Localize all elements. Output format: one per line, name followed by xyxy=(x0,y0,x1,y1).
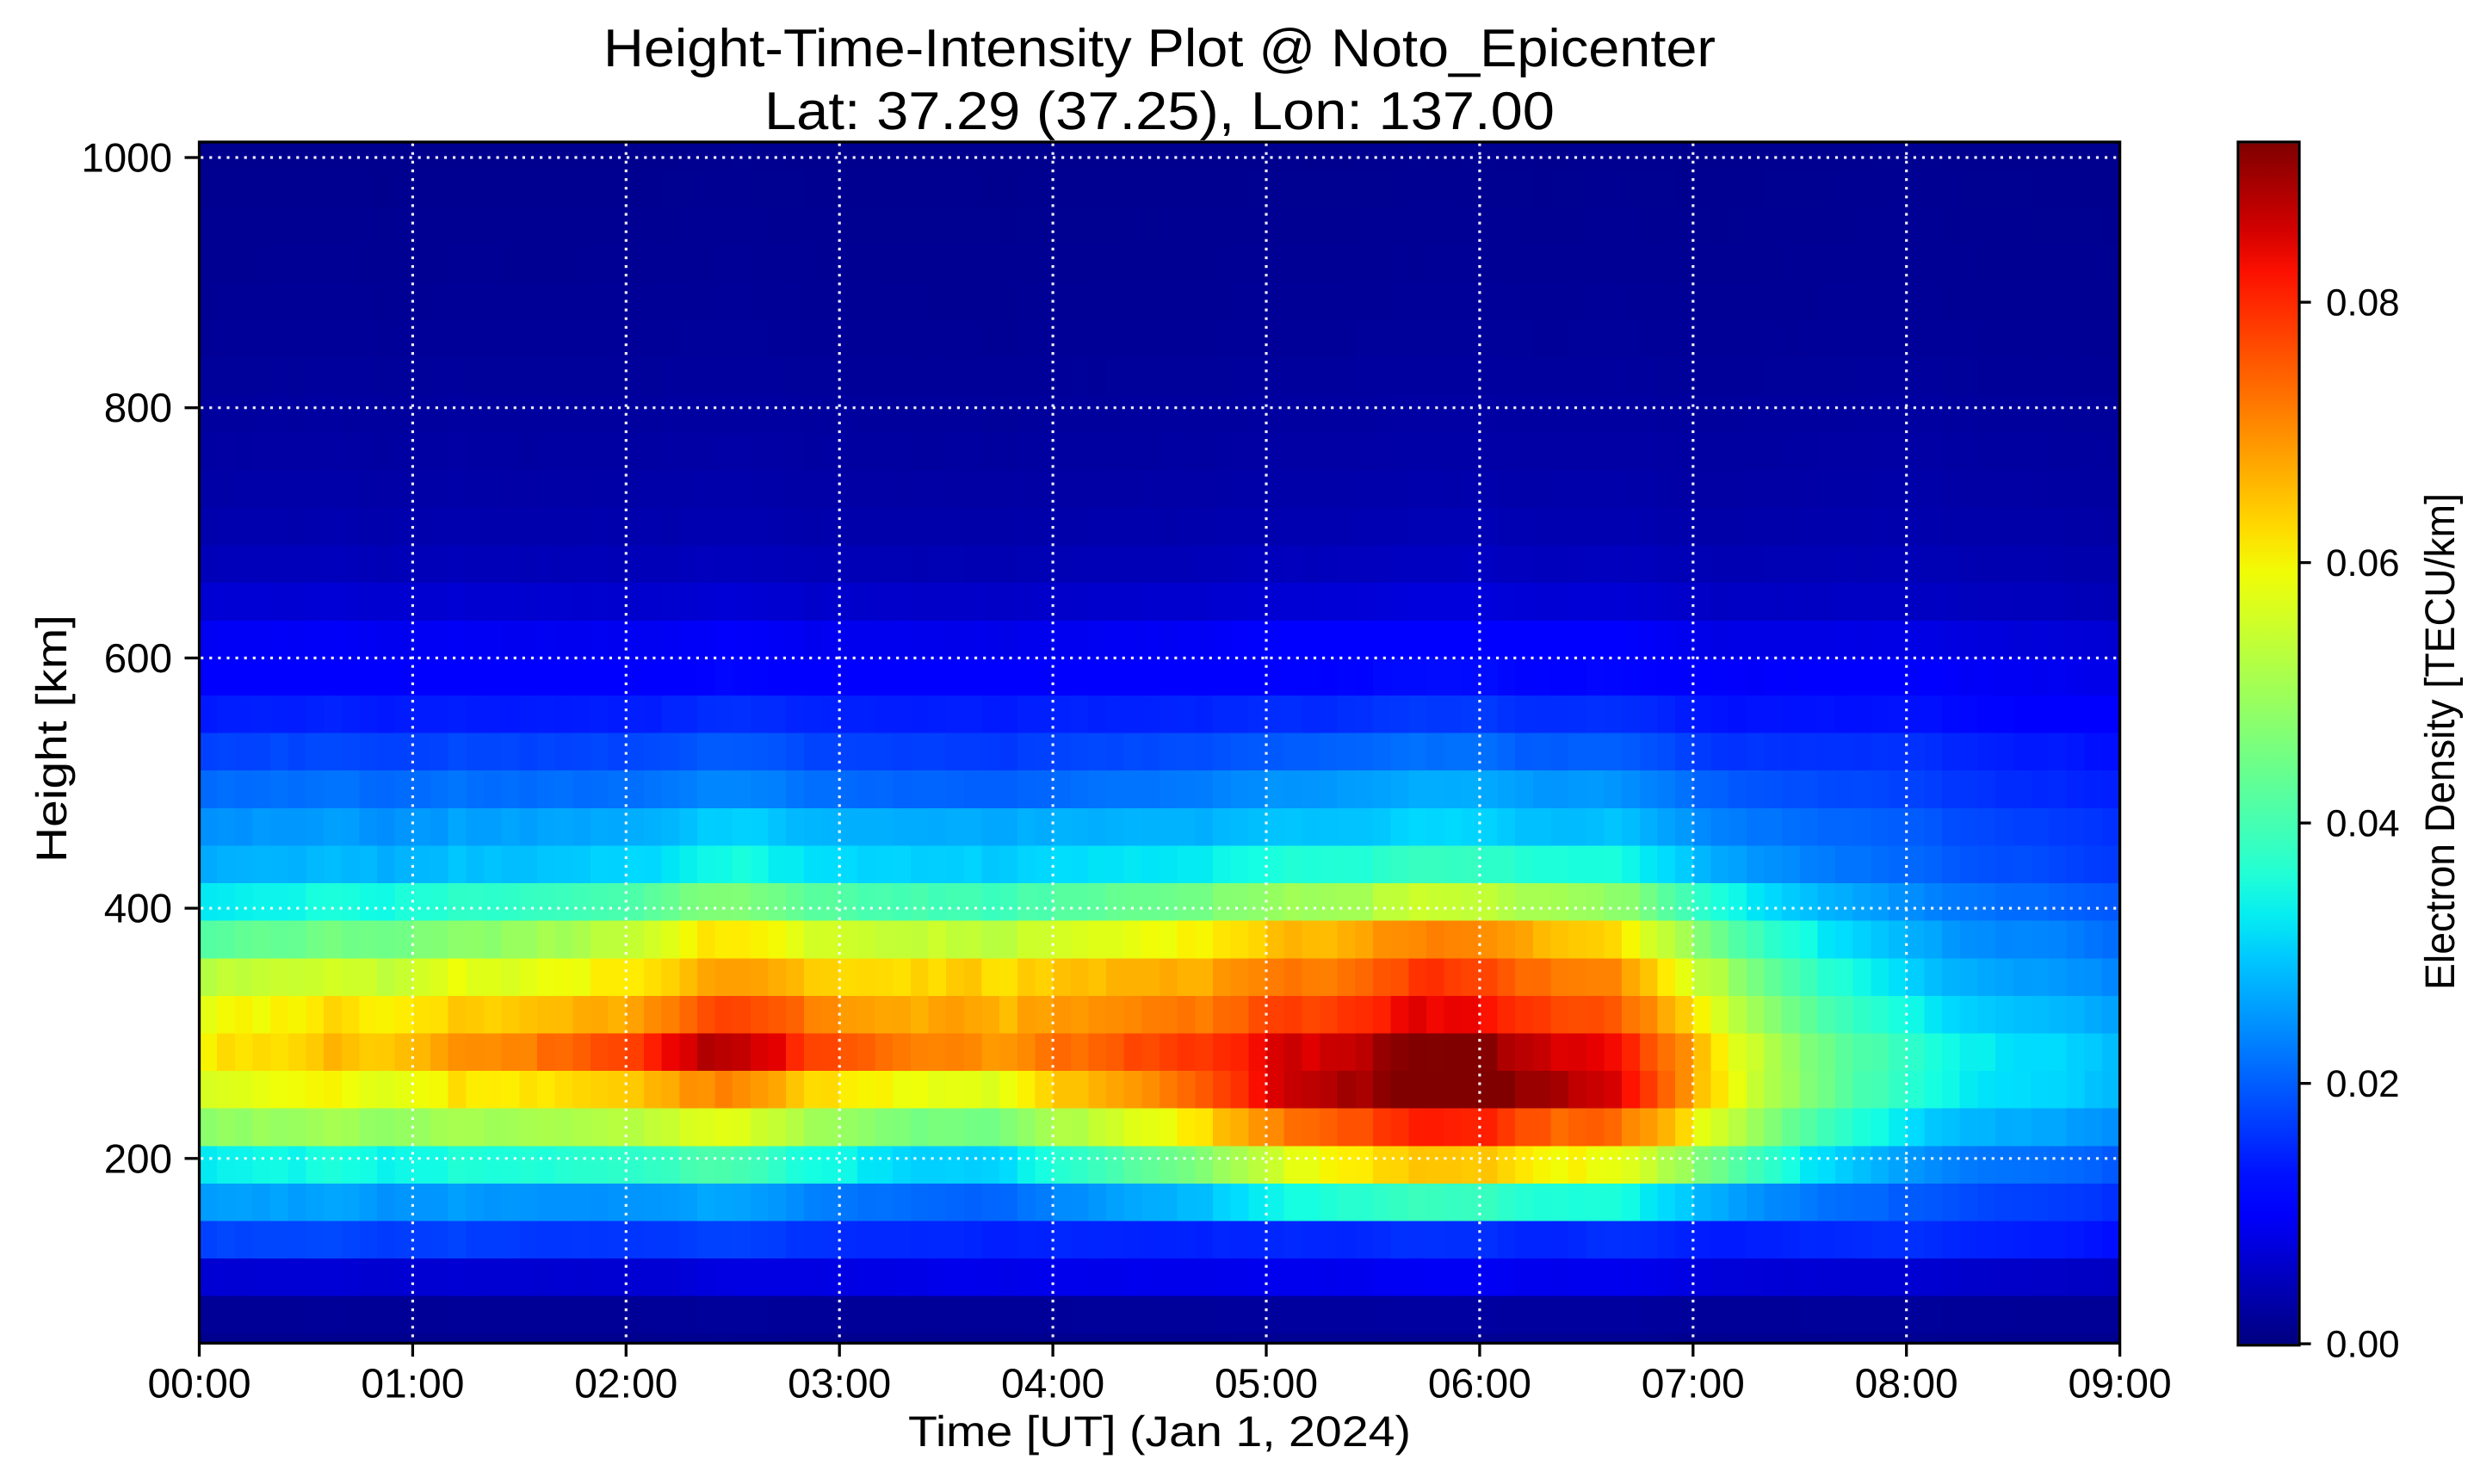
svg-text:01:00: 01:00 xyxy=(361,1362,464,1407)
svg-text:02:00: 02:00 xyxy=(574,1362,677,1407)
svg-text:600: 600 xyxy=(104,636,172,682)
svg-text:07:00: 07:00 xyxy=(1642,1362,1745,1407)
svg-text:Height [km]: Height [km] xyxy=(28,615,76,863)
svg-text:0.04: 0.04 xyxy=(2326,803,2400,845)
svg-text:09:00: 09:00 xyxy=(2069,1362,2172,1407)
svg-text:0.00: 0.00 xyxy=(2326,1324,2400,1366)
svg-text:Height-Time-Intensity Plot @ N: Height-Time-Intensity Plot @ Noto_Epicen… xyxy=(603,19,1716,78)
svg-text:Lat: 37.29 (37.25), Lon: 137.0: Lat: 37.29 (37.25), Lon: 137.00 xyxy=(764,82,1555,141)
svg-text:200: 200 xyxy=(104,1136,172,1182)
svg-text:00:00: 00:00 xyxy=(147,1362,250,1407)
svg-text:04:00: 04:00 xyxy=(1001,1362,1104,1407)
svg-text:0.08: 0.08 xyxy=(2326,282,2400,325)
svg-text:Electron Density [TECU/km]: Electron Density [TECU/km] xyxy=(2417,493,2464,990)
svg-text:06:00: 06:00 xyxy=(1428,1362,1531,1407)
svg-text:1000: 1000 xyxy=(81,136,172,182)
svg-text:0.02: 0.02 xyxy=(2326,1063,2400,1105)
svg-text:05:00: 05:00 xyxy=(1215,1362,1318,1407)
svg-text:400: 400 xyxy=(104,887,172,932)
svg-text:800: 800 xyxy=(104,386,172,431)
svg-text:08:00: 08:00 xyxy=(1855,1362,1958,1407)
svg-text:0.06: 0.06 xyxy=(2326,542,2400,584)
svg-text:Time [UT] (Jan 1, 2024): Time [UT] (Jan 1, 2024) xyxy=(908,1407,1411,1456)
svg-text:03:00: 03:00 xyxy=(788,1362,891,1407)
